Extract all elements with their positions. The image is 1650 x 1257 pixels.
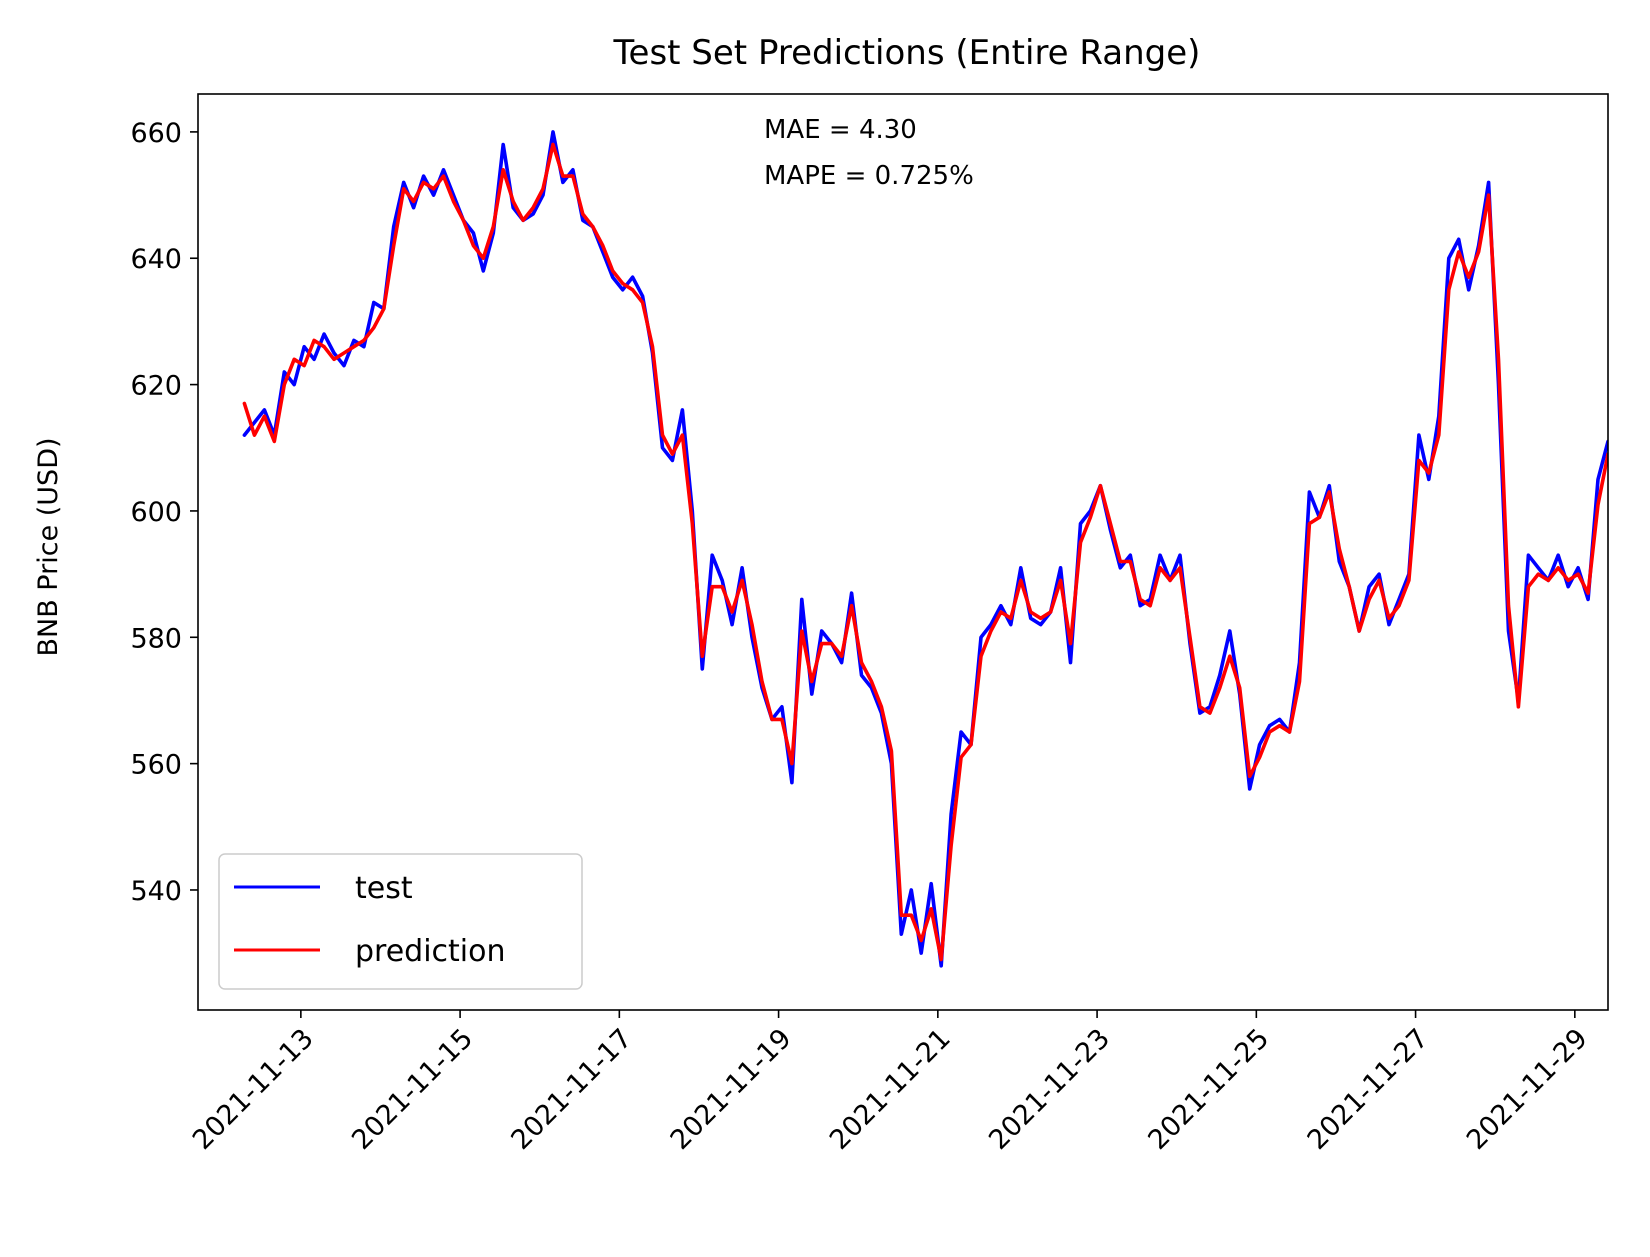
- y-tick-label-580: 580: [130, 623, 182, 654]
- y-tick-label-600: 600: [130, 497, 182, 528]
- y-tick-label-540: 540: [130, 876, 182, 907]
- y-tick-label-640: 640: [130, 244, 182, 275]
- y-axis: 540 560 580 600 620 640 660: [130, 118, 198, 907]
- y-tick-label-660: 660: [130, 118, 182, 149]
- annotation-mape: MAPE = 0.725%: [764, 161, 974, 191]
- y-axis-label: BNB Price (USD): [33, 437, 64, 656]
- series-line-test: [242, 130, 1608, 968]
- axes-frame: [197, 93, 1609, 1011]
- y-tick-label-620: 620: [130, 371, 182, 402]
- legend: test prediction: [218, 853, 583, 990]
- chart-title: Test Set Predictions (Entire Range): [613, 33, 1201, 73]
- legend-label-prediction: prediction: [355, 934, 506, 969]
- y-tick-label-560: 560: [130, 750, 182, 781]
- annotation-mae: MAE = 4.30: [764, 115, 917, 145]
- series-line-prediction: [242, 142, 1608, 962]
- legend-label-test: test: [355, 871, 413, 906]
- series-layer: [242, 130, 1608, 968]
